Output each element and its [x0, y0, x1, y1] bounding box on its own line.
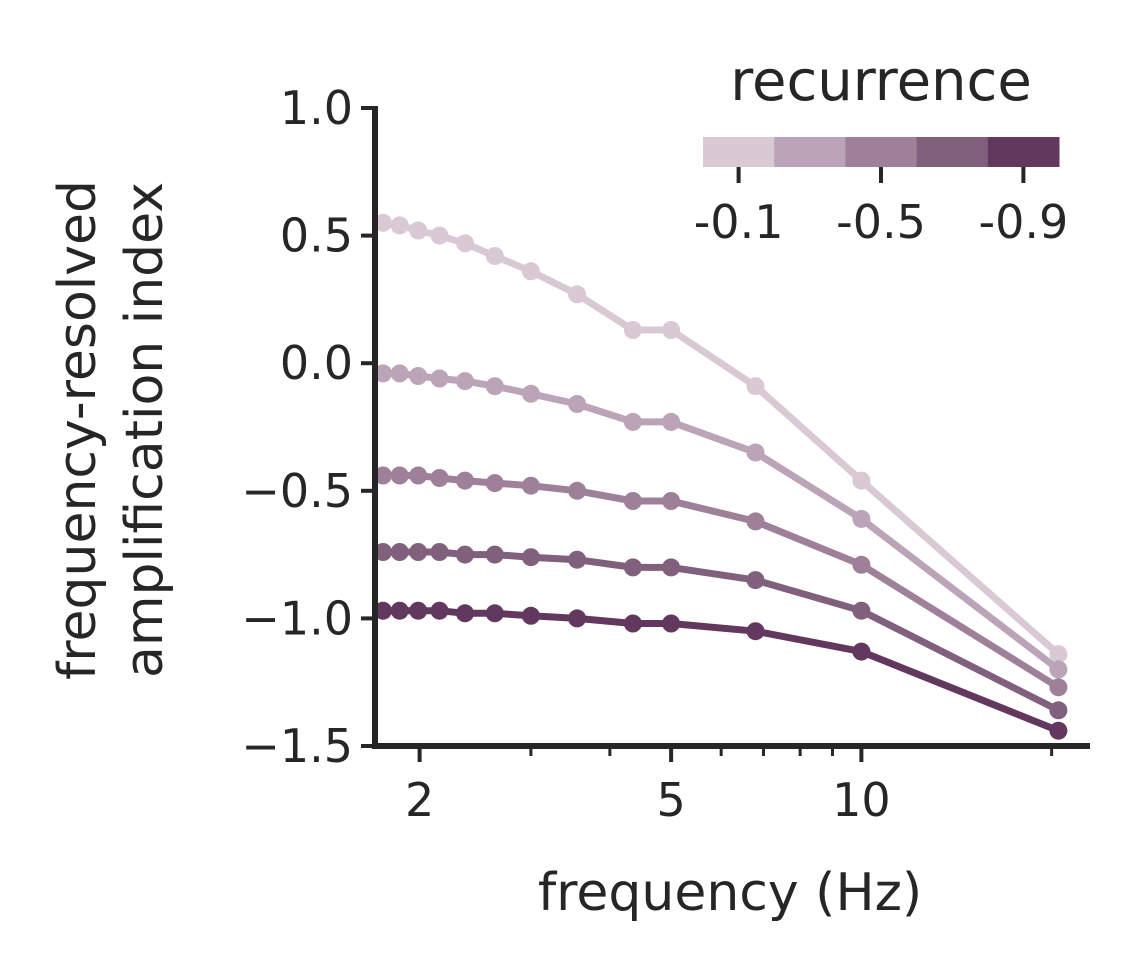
- data-point: [1049, 721, 1068, 740]
- y-tick-label: 0.5: [280, 209, 353, 263]
- data-point: [746, 571, 765, 590]
- data-point: [521, 606, 540, 625]
- y-tick-label: −0.5: [241, 464, 353, 518]
- legend-color-swatch: [845, 137, 918, 167]
- legend-color-swatch: [987, 137, 1060, 167]
- data-point: [568, 395, 587, 413]
- data-point: [456, 372, 474, 391]
- y-tick-label: −1.0: [241, 591, 353, 645]
- data-point: [430, 226, 449, 245]
- data-point: [746, 512, 765, 531]
- data-point: [623, 614, 642, 633]
- data-point: [374, 601, 392, 620]
- x-tick-label: 10: [832, 773, 891, 827]
- data-point: [852, 601, 871, 620]
- legend-color-swatch: [774, 137, 846, 167]
- data-point: [374, 213, 392, 232]
- data-point: [485, 377, 504, 396]
- data-point: [390, 364, 409, 383]
- x-axis-label: frequency (Hz): [538, 863, 922, 923]
- legend-color-swatch: [703, 137, 775, 167]
- data-point: [852, 555, 871, 574]
- data-point: [390, 466, 409, 485]
- legend-color-swatch: [916, 137, 989, 167]
- data-point: [521, 476, 540, 495]
- y-tick-label: 1.0: [280, 81, 353, 135]
- data-point: [374, 364, 392, 383]
- data-point: [485, 604, 504, 623]
- data-point: [409, 543, 428, 561]
- data-point: [662, 412, 681, 431]
- data-point: [1049, 660, 1068, 679]
- data-point: [409, 601, 428, 620]
- x-tick-label: 5: [656, 773, 685, 827]
- series-points: [374, 213, 1068, 740]
- data-point: [374, 466, 392, 485]
- axes: 1.0 0.5 0.0 −0.5 −1.0 −1.5 2 5 10: [241, 81, 1090, 827]
- data-point: [568, 481, 587, 500]
- data-point: [623, 492, 642, 510]
- data-point: [521, 262, 540, 281]
- data-point: [456, 234, 474, 253]
- data-point: [374, 543, 392, 561]
- data-point: [409, 367, 428, 385]
- data-point: [852, 642, 871, 661]
- data-point: [746, 443, 765, 462]
- data-point: [390, 216, 409, 235]
- data-point: [1049, 645, 1068, 664]
- data-point: [568, 609, 587, 628]
- legend-tick-label: -0.9: [979, 195, 1069, 249]
- series-lines: [379, 219, 1062, 735]
- data-point: [409, 466, 428, 485]
- data-point: [568, 550, 587, 569]
- data-point: [485, 474, 504, 493]
- data-point: [623, 412, 642, 431]
- data-point: [746, 377, 765, 396]
- data-point: [662, 321, 681, 339]
- x-tick-label: 2: [405, 773, 434, 827]
- data-point: [568, 285, 587, 304]
- data-point: [456, 545, 474, 564]
- data-point: [485, 545, 504, 564]
- data-point: [1049, 701, 1068, 720]
- legend-title: recurrence: [730, 49, 1032, 114]
- data-point: [521, 548, 540, 567]
- legend: -0.1 -0.5 -0.9: [694, 137, 1069, 249]
- data-point: [430, 369, 449, 388]
- data-point: [662, 614, 681, 633]
- y-axis-label-line-2: amplification index: [115, 182, 175, 678]
- series-line-5: [379, 607, 1062, 735]
- y-tick-label: −1.5: [241, 719, 353, 773]
- data-point: [456, 604, 474, 623]
- data-point: [456, 471, 474, 490]
- data-point: [852, 509, 871, 528]
- data-point: [1049, 678, 1068, 697]
- y-tick-label: 0.0: [280, 336, 353, 390]
- legend-tick-label: -0.1: [694, 195, 784, 249]
- data-point: [430, 543, 449, 561]
- data-point: [430, 601, 449, 620]
- data-point: [390, 601, 409, 620]
- data-point: [623, 321, 642, 339]
- data-point: [623, 558, 642, 577]
- data-point: [746, 622, 765, 641]
- data-point: [852, 471, 871, 490]
- legend-tick-label: -0.5: [836, 195, 926, 249]
- y-axis-label-line-1: frequency-resolved: [48, 180, 108, 680]
- data-point: [521, 384, 540, 403]
- data-point: [662, 492, 681, 510]
- data-point: [662, 558, 681, 577]
- data-point: [390, 543, 409, 561]
- data-point: [485, 247, 504, 265]
- data-point: [430, 469, 449, 487]
- data-point: [409, 221, 428, 240]
